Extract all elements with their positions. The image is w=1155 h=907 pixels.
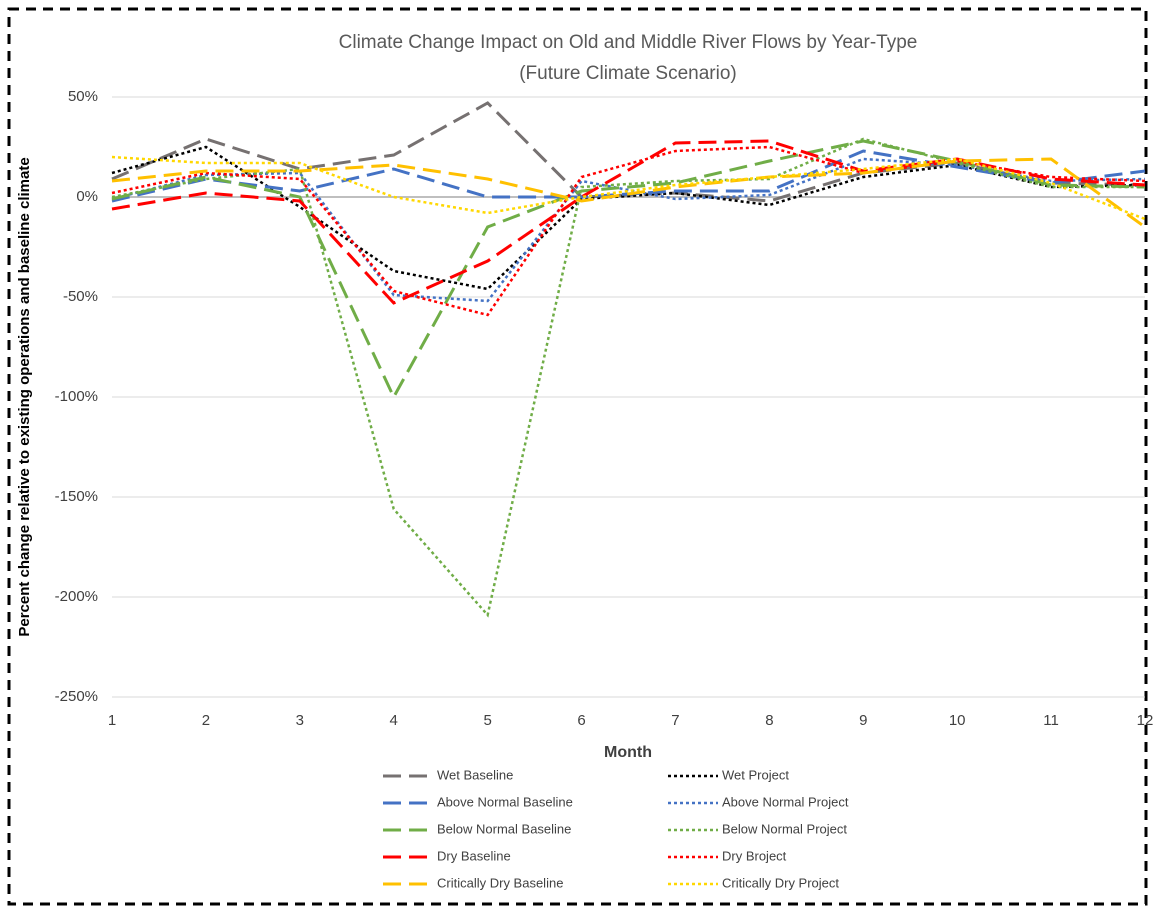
x-tick-label: 9 bbox=[859, 712, 867, 729]
y-tick-label: 50% bbox=[68, 88, 98, 105]
legend-label: Above Normal Project bbox=[722, 794, 849, 809]
data-line bbox=[111, 145, 1146, 317]
legend-label: Dry Broject bbox=[722, 848, 787, 863]
x-tick-label: 5 bbox=[483, 712, 491, 729]
legend-label: Wet Project bbox=[722, 767, 789, 782]
x-tick-label: 7 bbox=[671, 712, 679, 729]
data-line bbox=[111, 145, 1146, 291]
legend-label: Wet Baseline bbox=[437, 767, 513, 782]
chart-title: Climate Change Impact on Old and Middle … bbox=[339, 32, 918, 53]
x-tick-label: 4 bbox=[390, 712, 398, 729]
x-tick-label: 1 bbox=[108, 712, 116, 729]
y-tick-label: -50% bbox=[63, 288, 98, 305]
legend-label: Below Normal Project bbox=[722, 821, 847, 836]
data-line bbox=[111, 155, 1146, 221]
data-line bbox=[111, 157, 1146, 229]
x-tick-label: 10 bbox=[949, 712, 966, 729]
x-axis-label: Month bbox=[604, 744, 652, 761]
legend-label: Above Normal Baseline bbox=[437, 794, 573, 809]
data-line bbox=[111, 137, 1145, 618]
x-tick-label: 2 bbox=[202, 712, 210, 729]
data-line bbox=[111, 139, 1146, 401]
x-tick-label: 6 bbox=[577, 712, 585, 729]
x-tick-label: 3 bbox=[296, 712, 304, 729]
chart-subtitle: (Future Climate Scenario) bbox=[519, 63, 737, 84]
data-line bbox=[111, 157, 1146, 303]
y-tick-label: -150% bbox=[55, 488, 98, 505]
x-tick-label: 12 bbox=[1137, 712, 1154, 729]
y-tick-label: -200% bbox=[55, 588, 98, 605]
legend-label: Critically Dry Project bbox=[722, 875, 839, 890]
legend-label: Dry Baseline bbox=[437, 848, 511, 863]
x-tick-label: 8 bbox=[765, 712, 773, 729]
y-tick-label: -100% bbox=[55, 388, 98, 405]
data-line bbox=[111, 139, 1146, 305]
y-tick-label: 0% bbox=[76, 188, 98, 205]
legend-label: Below Normal Baseline bbox=[437, 821, 571, 836]
legend-label: Critically Dry Baseline bbox=[437, 875, 563, 890]
x-tick-label: 11 bbox=[1043, 712, 1059, 729]
y-tick-label: -250% bbox=[55, 688, 98, 705]
frame bbox=[7, 7, 1148, 906]
y-axis-label: Percent change relative to existing oper… bbox=[16, 157, 33, 636]
